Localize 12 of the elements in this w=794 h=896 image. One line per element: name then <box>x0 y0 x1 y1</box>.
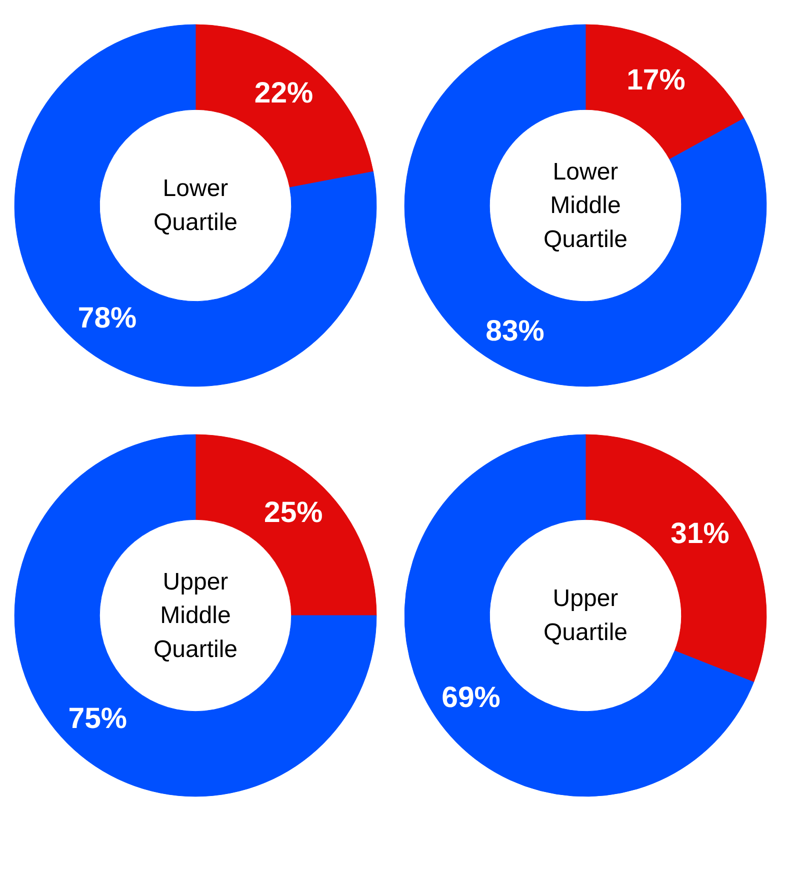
data-label: 78% <box>78 301 137 334</box>
text: Upper Quartile <box>543 585 628 646</box>
text: Lower Quartile <box>153 175 238 236</box>
data-label: 75% <box>68 702 127 736</box>
text: Lower Middle Quartile <box>543 158 628 253</box>
data-label: 17% <box>626 64 686 97</box>
data-label: 31% <box>670 517 730 550</box>
text: Upper Middle Quartile <box>153 568 238 663</box>
data-label: 83% <box>486 314 544 348</box>
data-label: 22% <box>254 76 314 110</box>
data-label: 69% <box>442 680 500 714</box>
data-label: 25% <box>264 496 323 529</box>
